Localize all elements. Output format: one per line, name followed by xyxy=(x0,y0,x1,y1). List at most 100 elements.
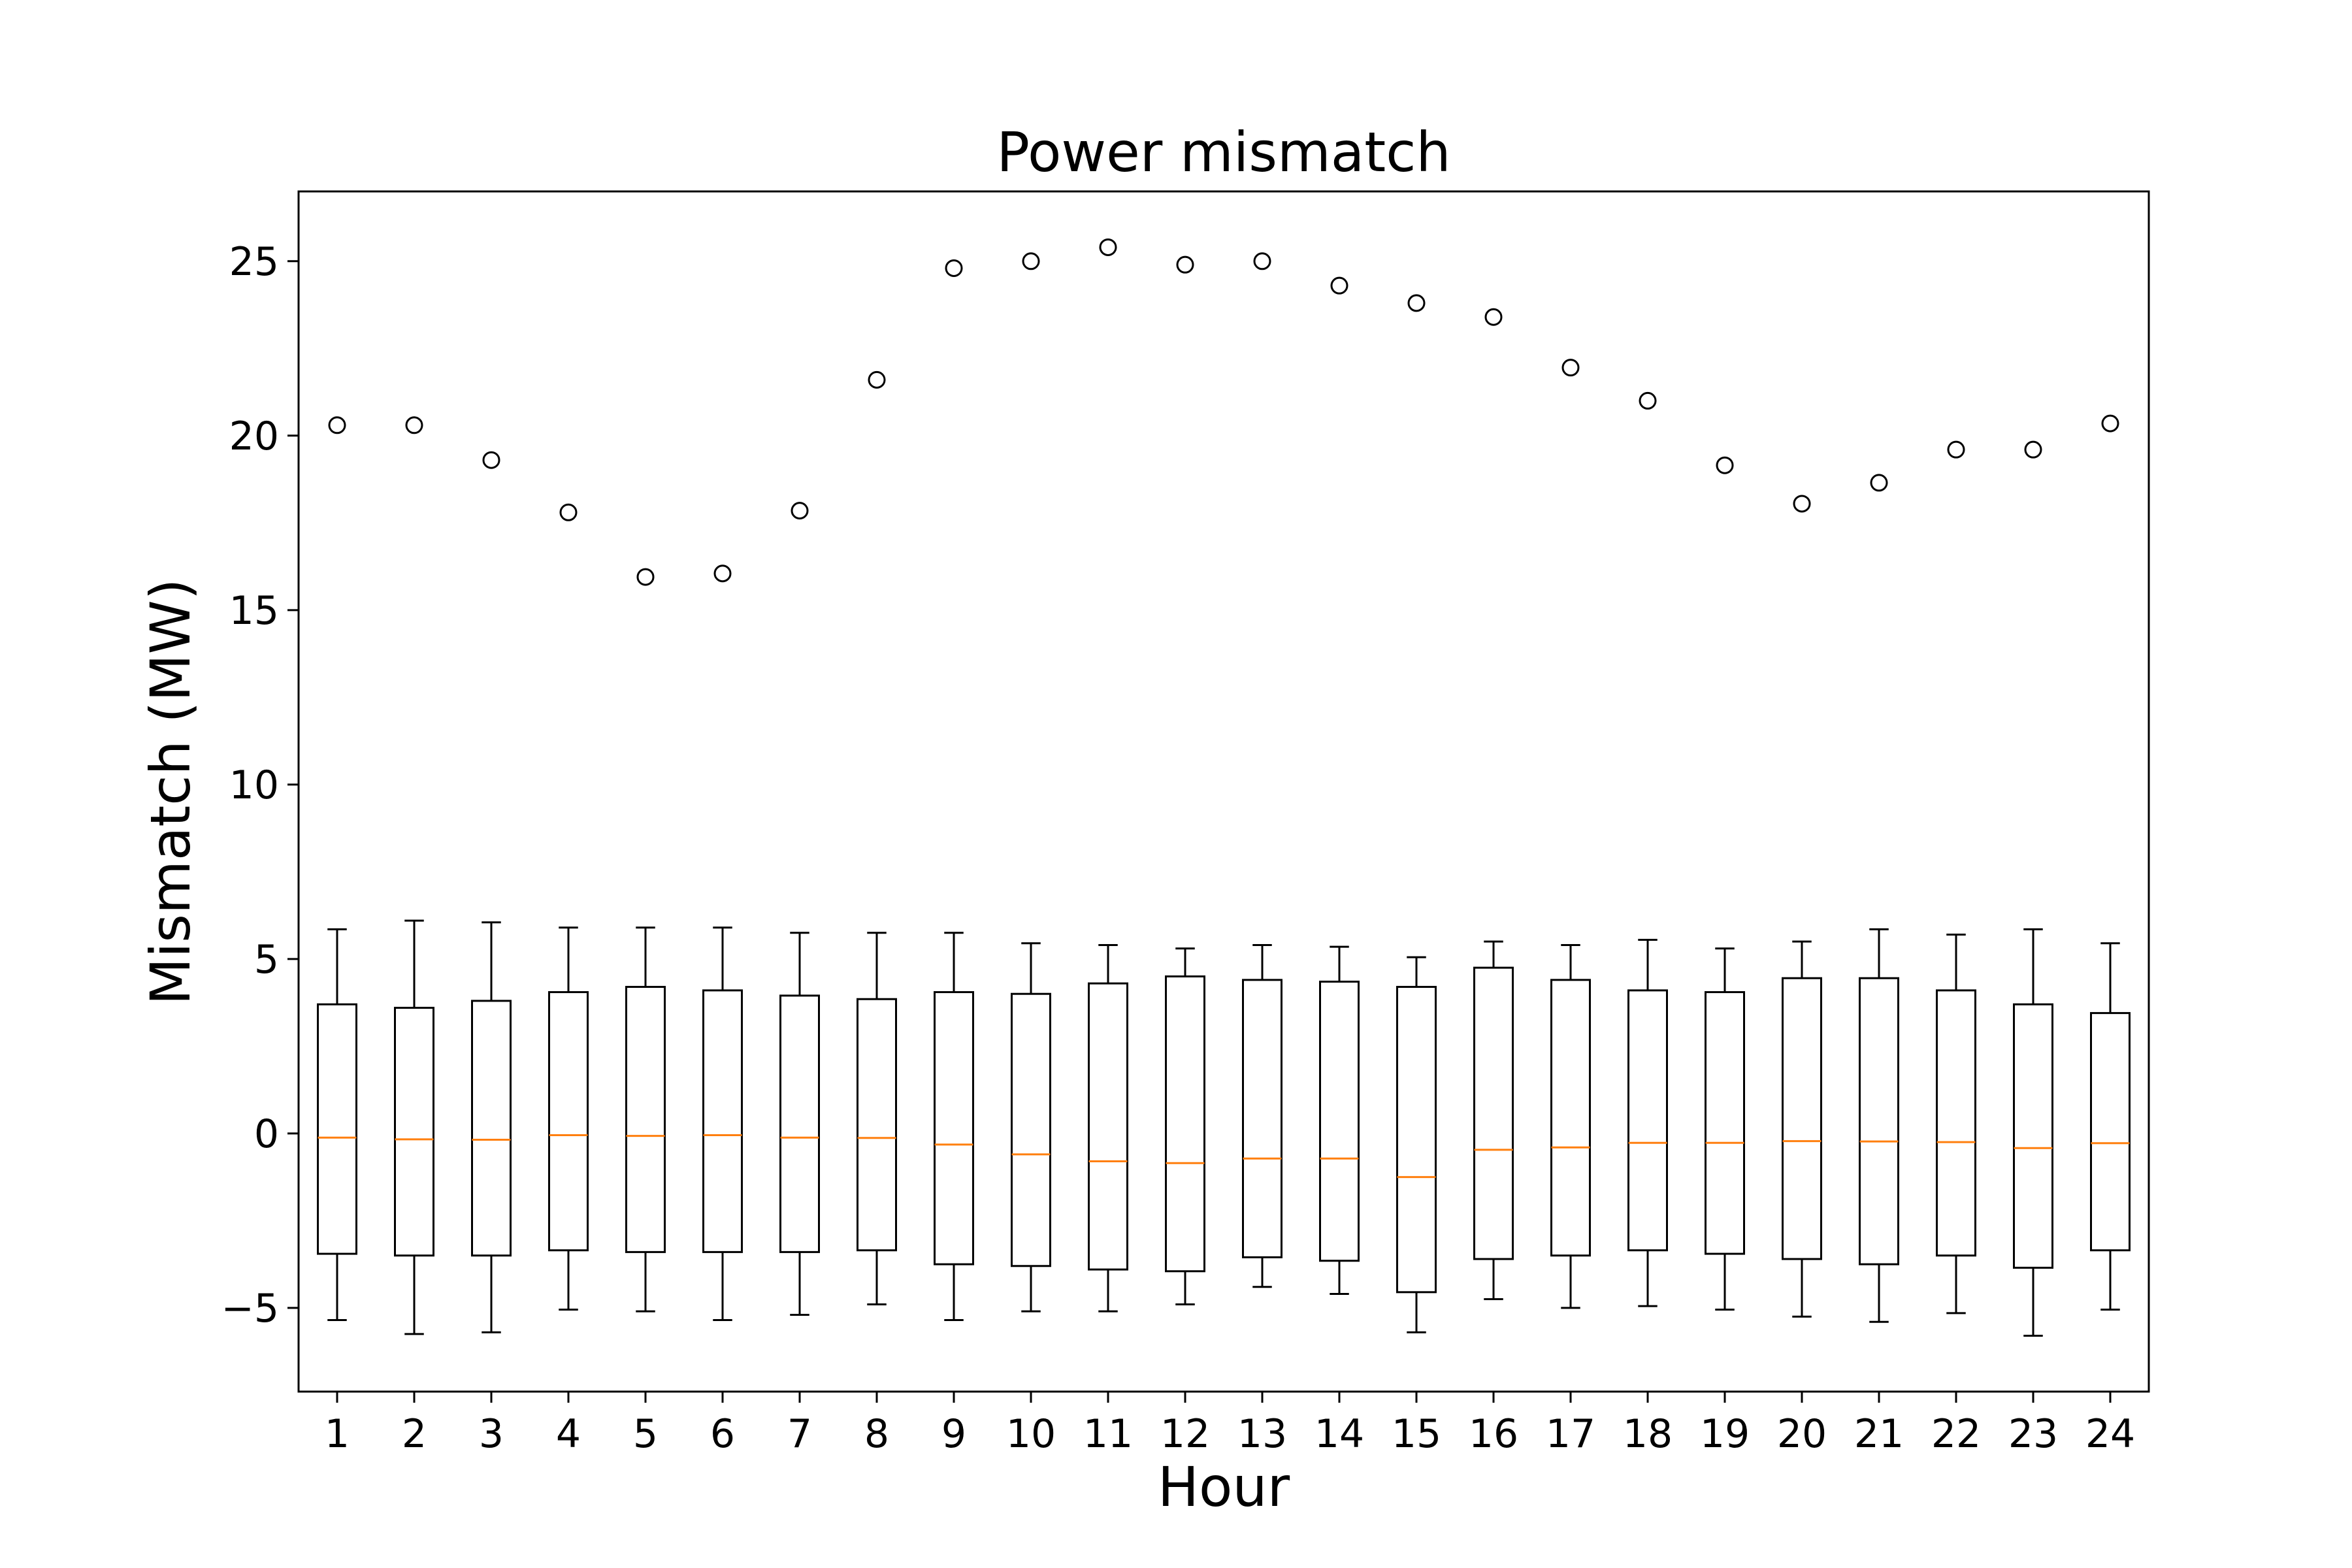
box-group-hour-12 xyxy=(1165,255,1205,1305)
box-group-hour-19 xyxy=(1705,456,1745,1311)
box-group-hour-20 xyxy=(1782,495,1822,1318)
y-tick-label: 0 xyxy=(254,1111,279,1157)
x-tick-label: 6 xyxy=(710,1411,735,1457)
outlier-point xyxy=(791,502,809,520)
x-tick-label: 19 xyxy=(1700,1411,1750,1457)
iqr-box xyxy=(1165,975,1205,1273)
y-axis-label: Mismatch (MW) xyxy=(139,578,203,1005)
iqr-box xyxy=(934,991,974,1266)
iqr-box xyxy=(2013,1003,2053,1269)
outlier-point xyxy=(1561,359,1580,377)
iqr-box xyxy=(625,986,666,1253)
outlier-point xyxy=(1639,391,1657,410)
box-group-hour-10 xyxy=(1011,252,1051,1313)
x-tick-label: 23 xyxy=(2008,1411,2058,1457)
x-tick-label: 9 xyxy=(941,1411,966,1457)
x-tick-label: 10 xyxy=(1006,1411,1056,1457)
outlier-point xyxy=(713,564,732,583)
iqr-box xyxy=(1319,981,1360,1262)
outlier-point xyxy=(405,416,423,434)
box-group-hour-15 xyxy=(1396,294,1437,1333)
box-group-hour-14 xyxy=(1319,276,1360,1295)
outlier-point xyxy=(945,259,963,277)
iqr-box xyxy=(317,1003,357,1255)
x-tick-label: 12 xyxy=(1160,1411,1210,1457)
box-group-hour-22 xyxy=(1936,440,1976,1315)
iqr-box xyxy=(1011,992,1051,1267)
x-tick-label: 17 xyxy=(1546,1411,1595,1457)
outlier-point xyxy=(1716,456,1734,474)
outlier-point xyxy=(1484,308,1503,326)
x-tick-label: 1 xyxy=(325,1411,350,1457)
chart-title: Power mismatch xyxy=(996,120,1450,184)
x-tick-label: 3 xyxy=(479,1411,504,1457)
iqr-box xyxy=(1859,977,1899,1266)
plot-marks xyxy=(317,238,2131,1337)
box-group-hour-24 xyxy=(2090,414,2131,1311)
outlier-point xyxy=(1330,276,1348,295)
x-axis-ticks: 1 2 3 4 5 6 7 8 9 10 11 12 13 14 15 16 17 18 19 20 21 22 23 24 xyxy=(325,1392,2135,1457)
outlier-point xyxy=(1407,294,1426,312)
box-group-hour-18 xyxy=(1627,391,1668,1307)
x-tick-label: 5 xyxy=(633,1411,658,1457)
y-tick-label: 15 xyxy=(229,588,279,634)
x-tick-label: 7 xyxy=(787,1411,812,1457)
box-group-hour-21 xyxy=(1859,474,1899,1323)
x-tick-label: 14 xyxy=(1315,1411,1364,1457)
iqr-box xyxy=(702,989,743,1253)
box-group-hour-1 xyxy=(317,416,357,1322)
y-tick-label: −5 xyxy=(221,1286,279,1331)
iqr-box xyxy=(1782,977,1822,1260)
box-group-hour-3 xyxy=(471,451,512,1333)
box-group-hour-17 xyxy=(1550,359,1591,1309)
iqr-box xyxy=(1396,986,1437,1294)
x-tick-label: 21 xyxy=(1854,1411,1904,1457)
box-group-hour-8 xyxy=(857,370,897,1305)
outlier-point xyxy=(1253,252,1271,270)
x-tick-label: 8 xyxy=(864,1411,889,1457)
y-axis-ticks: −5 0 5 10 15 20 25 xyxy=(221,239,299,1331)
x-tick-label: 2 xyxy=(402,1411,427,1457)
x-tick-label: 4 xyxy=(556,1411,581,1457)
iqr-box xyxy=(779,994,820,1253)
box-group-hour-7 xyxy=(779,502,820,1316)
iqr-box xyxy=(1242,979,1282,1258)
x-tick-label: 15 xyxy=(1392,1411,1441,1457)
outlier-point xyxy=(2101,414,2119,433)
outlier-point xyxy=(868,370,886,389)
outlier-point xyxy=(1022,252,1040,270)
outlier-point xyxy=(1947,440,1965,459)
outlier-point xyxy=(1176,255,1194,274)
iqr-box xyxy=(1705,991,1745,1255)
y-tick-label: 25 xyxy=(229,239,279,285)
iqr-box xyxy=(471,1000,512,1257)
x-tick-label: 22 xyxy=(1931,1411,1981,1457)
box-group-hour-4 xyxy=(548,503,589,1311)
iqr-box xyxy=(1088,982,1128,1271)
box-group-hour-13 xyxy=(1242,252,1282,1288)
box-group-hour-16 xyxy=(1473,308,1514,1300)
outlier-point xyxy=(2024,440,2042,459)
box-group-hour-5 xyxy=(625,568,666,1313)
iqr-box xyxy=(1936,989,1976,1257)
iqr-box xyxy=(1627,989,1668,1252)
box-group-hour-2 xyxy=(394,416,434,1335)
x-tick-label: 11 xyxy=(1083,1411,1133,1457)
iqr-box xyxy=(857,998,897,1252)
x-tick-label: 24 xyxy=(2085,1411,2135,1457)
box-group-hour-11 xyxy=(1088,238,1128,1313)
box-group-hour-6 xyxy=(702,564,743,1322)
outlier-point xyxy=(328,416,346,434)
iqr-box xyxy=(2090,1012,2131,1252)
y-tick-label: 10 xyxy=(229,762,279,808)
x-tick-label: 13 xyxy=(1237,1411,1287,1457)
outlier-point xyxy=(1870,474,1888,492)
outlier-point xyxy=(482,451,500,469)
x-tick-label: 20 xyxy=(1777,1411,1827,1457)
y-tick-label: 5 xyxy=(254,937,279,983)
outlier-point xyxy=(1099,238,1117,256)
plot-frame xyxy=(297,190,2150,1393)
iqr-box xyxy=(1473,966,1514,1260)
iqr-box xyxy=(1550,979,1591,1257)
